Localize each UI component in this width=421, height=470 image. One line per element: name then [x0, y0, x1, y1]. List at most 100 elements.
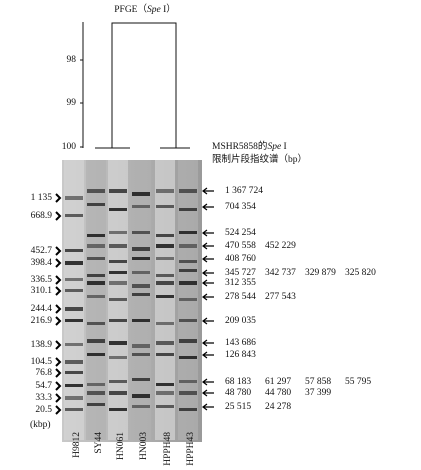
band [109, 408, 127, 411]
band [87, 322, 105, 325]
fragment-label: 342 737 [265, 268, 296, 278]
band [109, 380, 127, 383]
fragment-arrow [202, 339, 214, 347]
marker-label: 668.9 [31, 211, 53, 221]
fragment-label: 345 727 [225, 268, 256, 278]
band [179, 356, 197, 359]
fragment-label: 452 229 [265, 241, 296, 251]
fragment-arrow [202, 242, 214, 250]
axis-tick-label: 99 [67, 98, 77, 108]
fragment-label: 470 558 [225, 241, 256, 251]
band [87, 274, 105, 277]
axis-tick-label: 98 [67, 55, 77, 65]
header-text: MSHR5858的 [212, 140, 267, 152]
band [179, 269, 197, 272]
fragment-arrow [202, 187, 214, 195]
band [132, 405, 150, 408]
dendrogram-branch [111, 22, 177, 148]
band [87, 383, 105, 386]
band [87, 403, 105, 406]
fragment-arrow [202, 229, 214, 237]
band [109, 189, 127, 193]
marker-label: 310.1 [31, 286, 53, 296]
fragment-label: 209 035 [225, 316, 256, 326]
band [65, 319, 83, 322]
band [87, 281, 105, 285]
fragment-label: 55 795 [345, 377, 371, 387]
band [132, 257, 150, 260]
fragment-arrow [202, 389, 214, 397]
band [109, 244, 127, 248]
band [65, 307, 83, 311]
band [156, 274, 174, 277]
band [132, 353, 150, 356]
title-text: I） [161, 3, 176, 15]
lane-label: H9812 [72, 432, 82, 458]
band [156, 295, 174, 298]
figure-title: PFGE（Spe I） [114, 3, 176, 15]
band [179, 408, 197, 411]
fragment-label: 25 515 [225, 402, 251, 412]
marker-bracket [55, 193, 62, 203]
fragment-header: 限制片段指纹谱（bp） [212, 153, 307, 165]
fragment-label: 44 780 [265, 388, 291, 398]
band [109, 356, 127, 359]
band [179, 281, 197, 285]
band [87, 189, 105, 193]
band [132, 271, 150, 274]
band [109, 208, 127, 211]
band [87, 353, 105, 356]
band [65, 214, 83, 217]
band [109, 281, 127, 285]
band [109, 391, 127, 395]
band [65, 408, 83, 411]
band [87, 234, 105, 237]
fragment-header: MSHR5858的Spe I [212, 140, 287, 152]
marker-label: 398.4 [31, 258, 53, 268]
marker-label: 54.7 [35, 381, 52, 391]
marker-bracket [55, 393, 62, 403]
band [132, 247, 150, 251]
band [179, 260, 197, 263]
lane-label: HPPH48 [163, 432, 173, 466]
band [179, 319, 197, 322]
band [156, 391, 174, 395]
band [156, 257, 174, 260]
fragment-label: 1 367 724 [225, 186, 263, 196]
marker-bracket [55, 304, 62, 314]
marker-label: 138.9 [31, 340, 53, 350]
band [109, 341, 127, 345]
band [132, 319, 150, 322]
fragment-label: 24 278 [265, 402, 291, 412]
band [156, 341, 174, 345]
band [156, 383, 174, 386]
band [132, 205, 150, 208]
fragment-arrow [202, 403, 214, 411]
band [65, 384, 83, 387]
fragment-arrow [202, 279, 214, 287]
lane [155, 160, 175, 440]
marker-bracket [55, 368, 62, 378]
fragment-label: 68 183 [225, 377, 251, 387]
fragment-label: 704 354 [225, 202, 256, 212]
band [132, 231, 150, 234]
band [65, 261, 83, 265]
fragment-label: 143 686 [225, 338, 256, 348]
marker-label: 1 135 [31, 193, 53, 203]
band [132, 293, 150, 296]
fragment-arrow [202, 378, 214, 386]
band [156, 322, 174, 325]
band [179, 231, 197, 234]
lane-label: HPPH43 [186, 432, 196, 466]
band [87, 244, 105, 248]
band [156, 281, 174, 285]
band [109, 298, 127, 301]
band [156, 189, 174, 193]
band [109, 271, 127, 274]
fragment-arrow [202, 293, 214, 301]
fragment-label: 61 297 [265, 377, 291, 387]
band [132, 284, 150, 288]
band [87, 257, 105, 260]
band [132, 344, 150, 348]
